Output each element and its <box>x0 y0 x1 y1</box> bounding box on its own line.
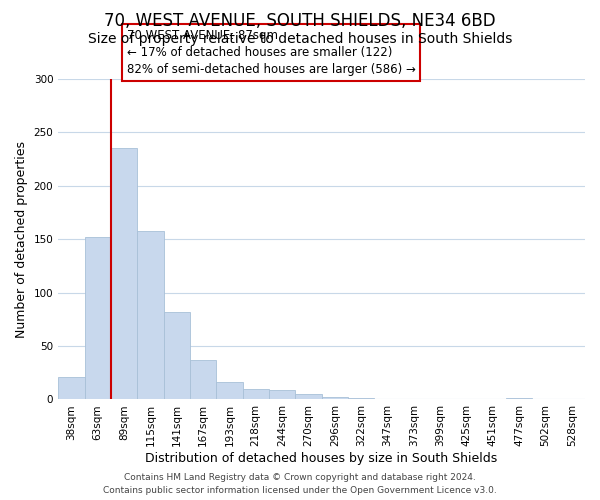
Bar <box>269 390 295 400</box>
Bar <box>348 398 374 400</box>
Bar <box>242 389 269 400</box>
Bar <box>322 398 348 400</box>
Text: Contains HM Land Registry data © Crown copyright and database right 2024.
Contai: Contains HM Land Registry data © Crown c… <box>103 474 497 495</box>
Bar <box>295 394 322 400</box>
Text: 70 WEST AVENUE: 87sqm
← 17% of detached houses are smaller (122)
82% of semi-det: 70 WEST AVENUE: 87sqm ← 17% of detached … <box>127 29 416 76</box>
Bar <box>58 377 85 400</box>
Bar <box>137 230 164 400</box>
Bar <box>111 148 137 400</box>
Bar <box>216 382 242 400</box>
Text: Size of property relative to detached houses in South Shields: Size of property relative to detached ho… <box>88 32 512 46</box>
Bar <box>85 237 111 400</box>
Bar <box>164 312 190 400</box>
Text: 70, WEST AVENUE, SOUTH SHIELDS, NE34 6BD: 70, WEST AVENUE, SOUTH SHIELDS, NE34 6BD <box>104 12 496 30</box>
Y-axis label: Number of detached properties: Number of detached properties <box>15 140 28 338</box>
Bar <box>190 360 216 400</box>
Bar <box>506 398 532 400</box>
X-axis label: Distribution of detached houses by size in South Shields: Distribution of detached houses by size … <box>145 452 498 465</box>
